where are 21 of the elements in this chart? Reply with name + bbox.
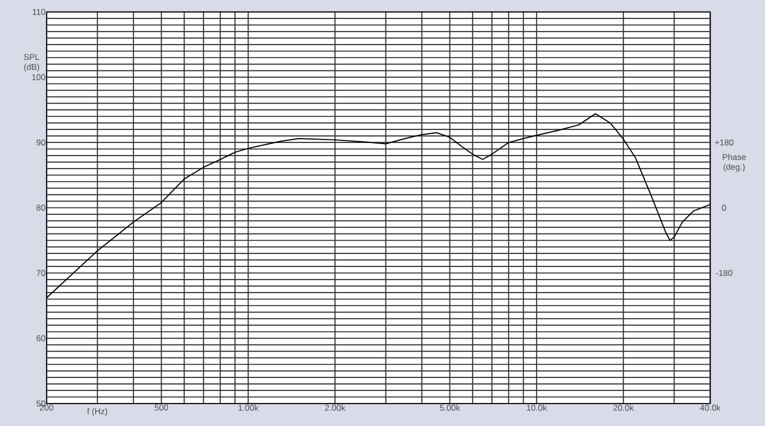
y-tick-label: 50 [36, 400, 46, 406]
y2-tick-label: +180 [715, 139, 734, 146]
x-tick-label: 5.00k [440, 404, 460, 411]
y-tick-label: 60 [36, 335, 46, 342]
y-tick-label: 100 [32, 74, 46, 80]
y-tick-label: 80 [36, 204, 46, 211]
x-axis-title: f (Hz) [87, 408, 108, 416]
y-tick-label: 110 [32, 8, 46, 15]
x-tick-label: 200 [40, 404, 54, 410]
x-tick-label: 1.00k [238, 404, 259, 411]
y-tick-label: 70 [36, 270, 46, 276]
y2-tick-label: -180 [716, 270, 732, 276]
x-tick-label: 40.0k [700, 404, 721, 411]
x-tick-label: 10.0k [526, 404, 547, 411]
x-tick-label: 2.00k [325, 404, 346, 411]
y2-tick-label: 0 [722, 204, 726, 211]
x-tick-label: 500 [154, 404, 168, 410]
y-axis-title: SPL (dB) [24, 54, 40, 72]
y-tick-label: 90 [36, 139, 46, 146]
x-tick-label: 20.0k [613, 404, 634, 411]
y2-axis-title: Phase (deg.) [722, 154, 746, 172]
